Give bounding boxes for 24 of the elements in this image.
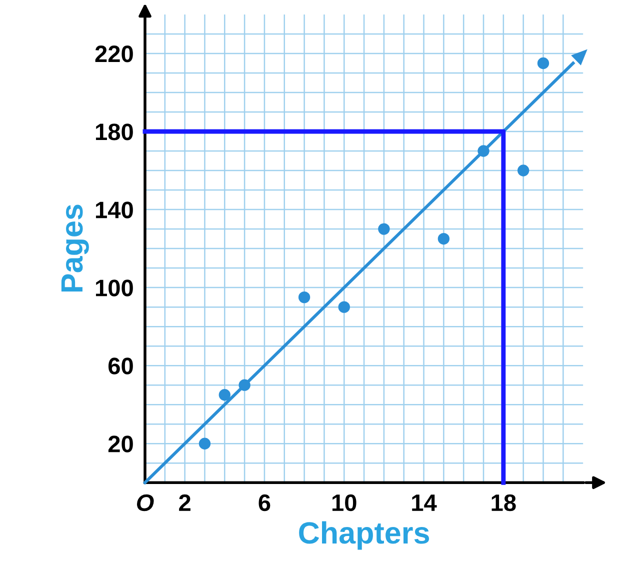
- point: [537, 57, 550, 70]
- point: [517, 164, 530, 176]
- point: [218, 389, 230, 401]
- point: [478, 145, 490, 157]
- y-tick-label: 100: [96, 280, 133, 296]
- y-tick-label: 20: [108, 436, 133, 452]
- point: [298, 291, 310, 304]
- y-tick-label: 220: [95, 46, 133, 62]
- y-tick-label: 180: [96, 124, 133, 140]
- point: [198, 438, 211, 450]
- x-axis-title: Chapters: [299, 521, 429, 550]
- x-tick-label: 14: [412, 494, 437, 511]
- point: [438, 232, 450, 245]
- y-axis-title: Pages: [61, 204, 89, 292]
- x-tick-label: O: [136, 494, 154, 512]
- x-tick-label: 10: [332, 494, 356, 512]
- point: [238, 379, 250, 391]
- point: [378, 223, 390, 235]
- x-tick-label: 2: [179, 494, 190, 511]
- y-tick-label: 60: [108, 358, 133, 374]
- y-tick-label: 140: [96, 202, 133, 218]
- x-tick-label: 6: [258, 494, 270, 512]
- x-tick-label: 18: [492, 494, 516, 512]
- point: [338, 301, 350, 313]
